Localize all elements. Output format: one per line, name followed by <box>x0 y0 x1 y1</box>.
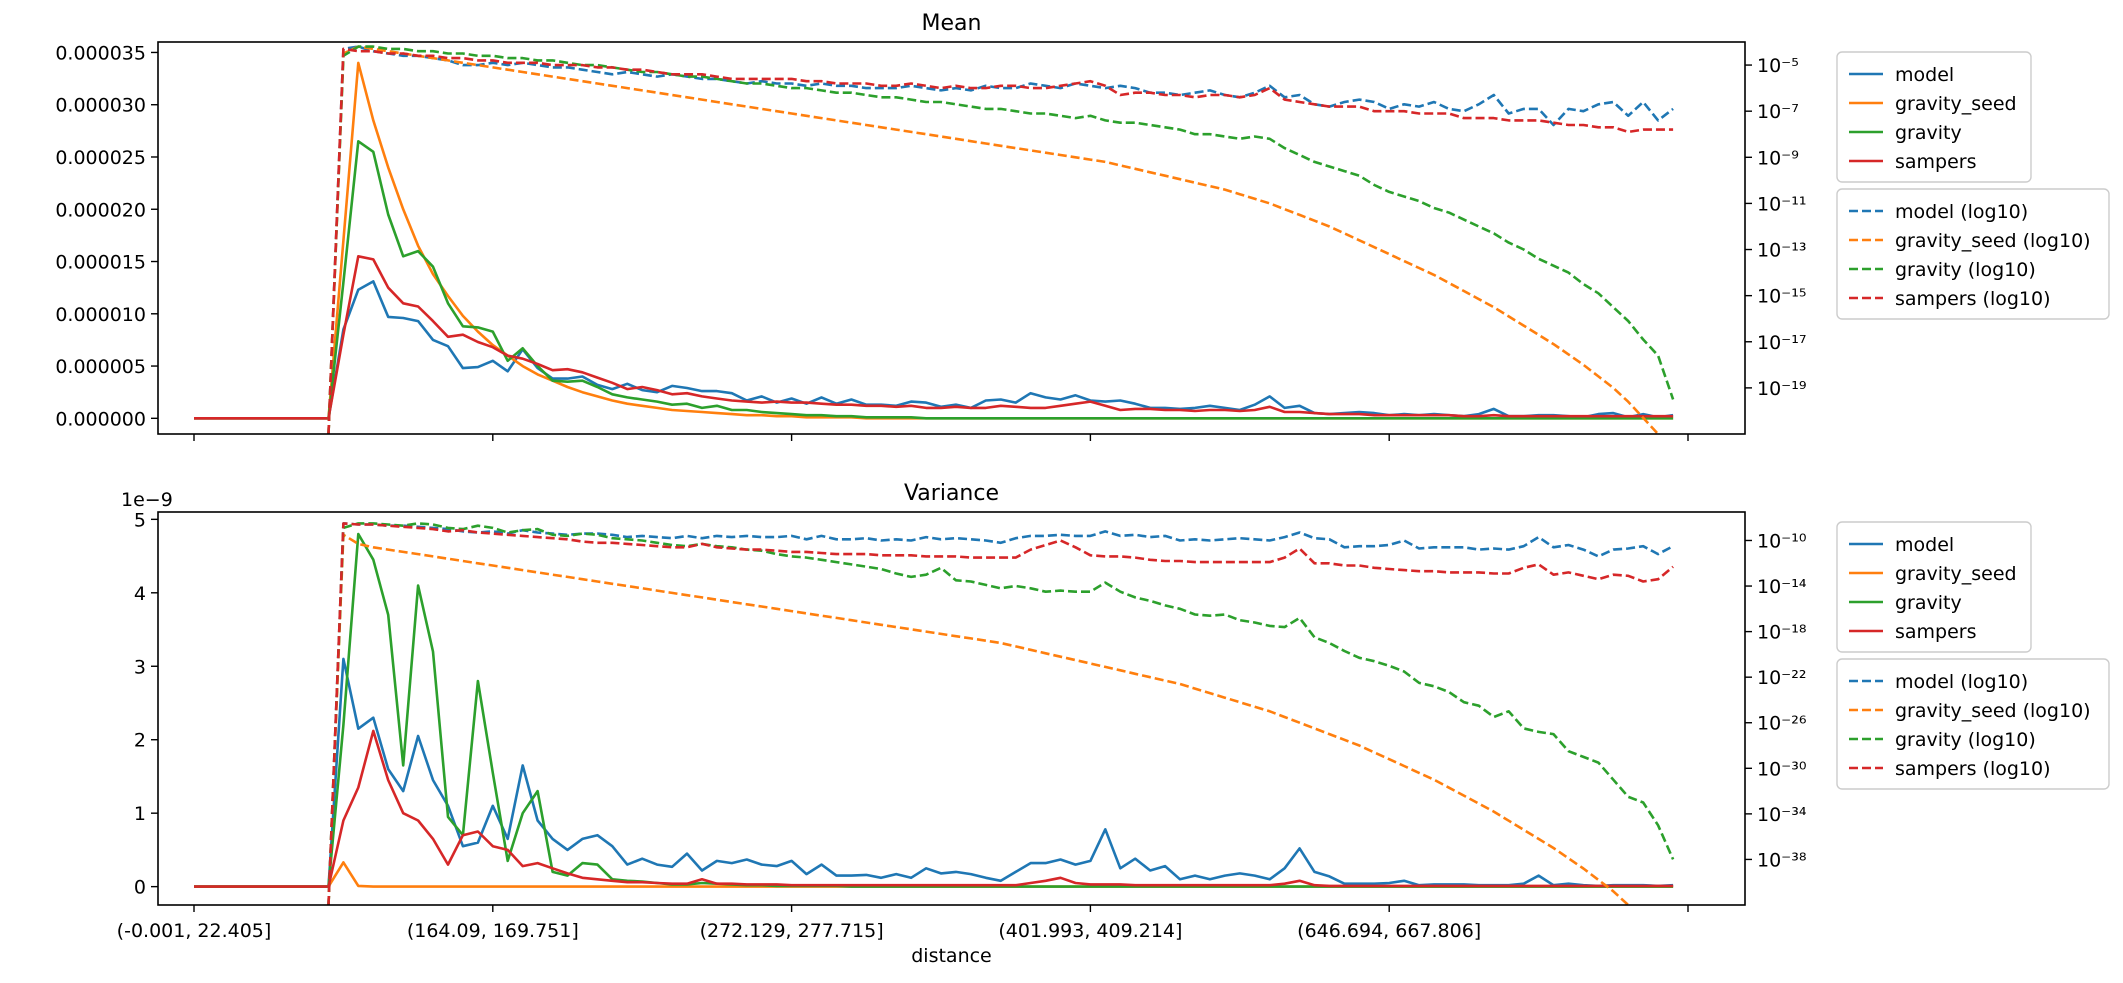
y-tick-label: 0.000030 <box>55 95 146 117</box>
y2-tick-label: 10⁻¹⁵ <box>1757 286 1806 308</box>
legend-frame <box>1836 521 2032 653</box>
panel-title: Variance <box>904 481 999 506</box>
panel-mean: Mean 0.000000 0.000005 0.000010 0.000015 0.00… <box>55 11 2110 441</box>
legend-label: sampers (log10) <box>1895 288 2051 310</box>
x-axis-label: distance <box>911 945 992 967</box>
y-tick-label: 0.000010 <box>55 304 146 326</box>
y2-tick-label: 10⁻¹⁸ <box>1757 622 1806 644</box>
x-tick-label: (164.09, 169.751] <box>407 920 579 942</box>
y-tick-label: 5 <box>134 509 146 531</box>
legend-dashed: model (log10) gravity_seed (log10) gravity… <box>1836 658 2110 790</box>
y2-tick-label: 10⁻¹⁴ <box>1757 576 1807 598</box>
series-line-sampers-log10 <box>327 47 1674 434</box>
series-line-sampers <box>194 729 1674 888</box>
y-tick-label: 3 <box>134 656 146 678</box>
y-tick-label: 0.000025 <box>55 147 146 169</box>
legend-label: gravity (log10) <box>1895 729 2036 751</box>
y-tick-label: 0.000035 <box>55 42 146 64</box>
y2-tick-label: 10⁻¹⁷ <box>1757 332 1806 354</box>
series-line-gravity-log10 <box>327 522 1675 905</box>
x-tick-label: (646.694, 667.806] <box>1297 920 1481 942</box>
legend-label: gravity (log10) <box>1895 259 2036 281</box>
y-tick-label: 2 <box>134 730 146 752</box>
y-tick-label: 0.000015 <box>55 252 146 274</box>
panel-variance: Variance 0 1 2 3 4 5 10⁻¹⁰ 10⁻¹⁴ 10⁻¹⁸ 10⁻²² 10⁻²⁶ 1… <box>117 481 2110 942</box>
y2-tick-label: 10⁻²⁶ <box>1757 713 1806 735</box>
y-tick-label: 0 <box>134 877 146 899</box>
series-line-gravity-log10 <box>327 45 1675 434</box>
series-line-model-log10 <box>327 45 1674 434</box>
legend-frame <box>1836 51 2032 183</box>
legend-label: gravity_seed (log10) <box>1895 230 2091 252</box>
series-line-sampers <box>194 255 1674 420</box>
plot-area <box>194 45 1675 434</box>
legend-frame <box>1836 188 2110 320</box>
series-line-model <box>194 280 1674 420</box>
y2-tick-label: 10⁻¹³ <box>1757 240 1806 262</box>
y-tick-label: 0.000005 <box>55 356 146 378</box>
series-line-gravity-seed-log10 <box>327 45 1660 434</box>
axes-frame <box>157 41 1746 435</box>
legend-dashed: model (log10) gravity_seed (log10) gravity… <box>1836 188 2110 320</box>
legend-label: gravity <box>1895 122 1962 144</box>
legend-label: gravity_seed (log10) <box>1895 700 2091 722</box>
legend-label: model <box>1895 534 1954 556</box>
y2-tick-label: 10⁻²² <box>1757 667 1806 689</box>
legend-label: gravity <box>1895 592 1962 614</box>
series-line-gravity <box>194 532 1674 888</box>
y2-tick-label: 10⁻⁵ <box>1757 55 1799 77</box>
axes-frame <box>157 511 1746 906</box>
y-tick-label: 1 <box>134 803 146 825</box>
series-line-model-log10 <box>327 522 1674 905</box>
legend-label: gravity_seed <box>1895 563 2017 585</box>
panel-title: Mean <box>922 11 982 36</box>
y2-tick-label: 10⁻¹¹ <box>1757 193 1806 215</box>
plot-area <box>194 522 1675 905</box>
x-tick-label: (272.129, 277.715] <box>700 920 884 942</box>
y-tick-label: 0.000020 <box>55 199 146 221</box>
legend-label: sampers <box>1895 621 1977 643</box>
series-line-gravity-seed <box>194 61 1674 420</box>
series-line-gravity <box>194 140 1674 420</box>
legend-label: gravity_seed <box>1895 93 2017 115</box>
legend-label: model (log10) <box>1895 201 2028 223</box>
legend-label: model (log10) <box>1895 671 2028 693</box>
legend-label: model <box>1895 64 1954 86</box>
y-offset-label: 1e−9 <box>121 489 173 511</box>
series-line-sampers-log10 <box>327 522 1674 905</box>
y-tick-label: 4 <box>134 583 146 605</box>
series-line-gravity-seed-log10 <box>327 533 1630 905</box>
y2-tick-label: 10⁻⁷ <box>1757 101 1799 123</box>
y-tick-label: 0.000000 <box>55 408 146 430</box>
y2-tick-label: 10⁻¹⁰ <box>1757 530 1806 552</box>
legend-label: sampers <box>1895 151 1977 173</box>
y2-tick-label: 10⁻³⁴ <box>1757 804 1807 826</box>
x-tick-label: (-0.001, 22.405] <box>117 920 272 942</box>
y2-tick-label: 10⁻³⁸ <box>1757 849 1806 871</box>
legend-frame <box>1836 658 2110 790</box>
y2-tick-label: 10⁻¹⁹ <box>1757 378 1806 400</box>
x-tick-label: (401.993, 409.214] <box>998 920 1182 942</box>
y2-tick-label: 10⁻³⁰ <box>1757 758 1806 780</box>
y2-tick-label: 10⁻⁹ <box>1757 147 1799 169</box>
legend-label: sampers (log10) <box>1895 758 2051 780</box>
series-line-gravity-seed <box>194 861 1674 888</box>
